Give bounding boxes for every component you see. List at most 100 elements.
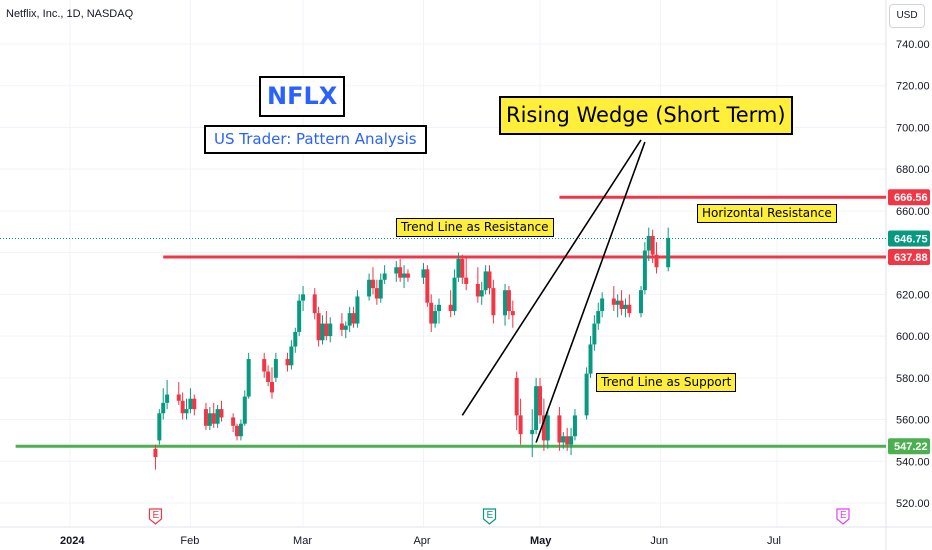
earnings-marker: E <box>482 508 497 525</box>
candle <box>320 315 325 345</box>
candle <box>192 394 197 416</box>
candle-body <box>584 373 589 416</box>
candle <box>328 317 333 343</box>
candle-body <box>623 304 628 309</box>
candle-body <box>184 409 189 414</box>
currency-button[interactable]: USD <box>889 4 925 28</box>
candle-body <box>297 300 302 332</box>
candle <box>545 409 550 449</box>
candle <box>506 286 511 320</box>
candle-body <box>615 300 620 305</box>
candle <box>231 413 236 433</box>
subtitle-label-box: US Trader: Pattern Analysis <box>204 125 427 154</box>
price-label-text: 547.22 <box>894 441 928 453</box>
candle-body <box>642 250 647 291</box>
candle <box>572 409 577 441</box>
trend-support-label: Trend Line as Support <box>596 373 737 392</box>
candle-body <box>370 279 375 289</box>
candle <box>184 398 189 420</box>
candle <box>530 409 535 458</box>
candle <box>262 352 267 378</box>
candle <box>569 427 574 456</box>
candle-body <box>460 258 465 278</box>
candle <box>561 432 566 449</box>
earnings-marker: E <box>836 508 850 525</box>
candle <box>188 388 193 414</box>
candle-body <box>666 238 671 268</box>
candle-body <box>312 294 317 314</box>
price-label: 646.75 <box>888 230 930 247</box>
candle <box>475 267 480 303</box>
x-tick-label: Mar <box>293 535 312 547</box>
y-tick-label: 740.00 <box>896 39 930 51</box>
candle-body <box>266 371 271 382</box>
horizontal-resistance-label: Horizontal Resistance <box>697 204 837 223</box>
candle <box>269 367 274 399</box>
ticker-label-box: NFLX <box>259 76 346 117</box>
candle-body <box>638 290 643 314</box>
candle <box>421 263 426 284</box>
candle-body <box>293 331 298 347</box>
candle-body <box>176 394 181 401</box>
candle-body <box>207 413 212 426</box>
candle-body <box>301 294 306 301</box>
candle-body <box>347 313 352 326</box>
candle-body <box>518 415 523 435</box>
candle-body <box>316 313 321 341</box>
candle <box>538 377 542 424</box>
candle-body <box>192 398 197 410</box>
candle <box>479 281 484 305</box>
price-label-bg <box>888 189 930 206</box>
candle <box>370 267 375 295</box>
candle <box>289 340 294 370</box>
candle-body <box>219 409 224 418</box>
candle <box>297 294 302 337</box>
pattern-label-box: Rising Wedge (Short Term) <box>499 96 793 135</box>
candle-body <box>572 415 577 437</box>
candle <box>615 294 620 318</box>
candle <box>246 352 251 399</box>
price-label-text: 646.75 <box>894 234 928 246</box>
candle-body <box>157 413 162 441</box>
candle <box>600 292 605 318</box>
candle <box>483 265 488 295</box>
candle-body <box>464 277 469 284</box>
candle-body <box>600 298 605 312</box>
candle-body <box>437 304 442 312</box>
candle <box>402 265 407 289</box>
candle <box>398 258 403 282</box>
candle <box>339 313 344 337</box>
candle-body <box>398 267 403 278</box>
candle-body <box>592 323 597 345</box>
candle <box>452 269 457 316</box>
candle <box>235 423 240 441</box>
candle <box>623 298 628 318</box>
candle <box>157 409 162 445</box>
candle <box>394 260 399 282</box>
candle-body <box>203 409 208 426</box>
candle <box>316 306 321 347</box>
candle <box>619 290 624 316</box>
candle <box>541 398 546 451</box>
candle <box>293 327 298 353</box>
earnings-marker-shape <box>148 508 163 525</box>
candle <box>343 321 348 339</box>
candle-body <box>367 279 372 297</box>
candle-body <box>541 415 546 441</box>
candle <box>301 286 306 312</box>
y-tick-label: 600.00 <box>896 331 930 343</box>
y-tick-label: 680.00 <box>896 164 930 176</box>
candle-body <box>188 398 193 410</box>
horizontal-levels <box>0 195 886 448</box>
candle <box>460 254 465 284</box>
candle-body <box>565 436 570 445</box>
price-label-bg <box>888 438 930 455</box>
candle <box>627 294 632 318</box>
time-axis[interactable]: 2024 Feb Mar Apr May Jun Jul <box>60 535 781 547</box>
price-label: 547.22 <box>888 438 930 455</box>
candle <box>464 256 469 291</box>
candle <box>588 336 593 378</box>
candle <box>347 306 352 332</box>
